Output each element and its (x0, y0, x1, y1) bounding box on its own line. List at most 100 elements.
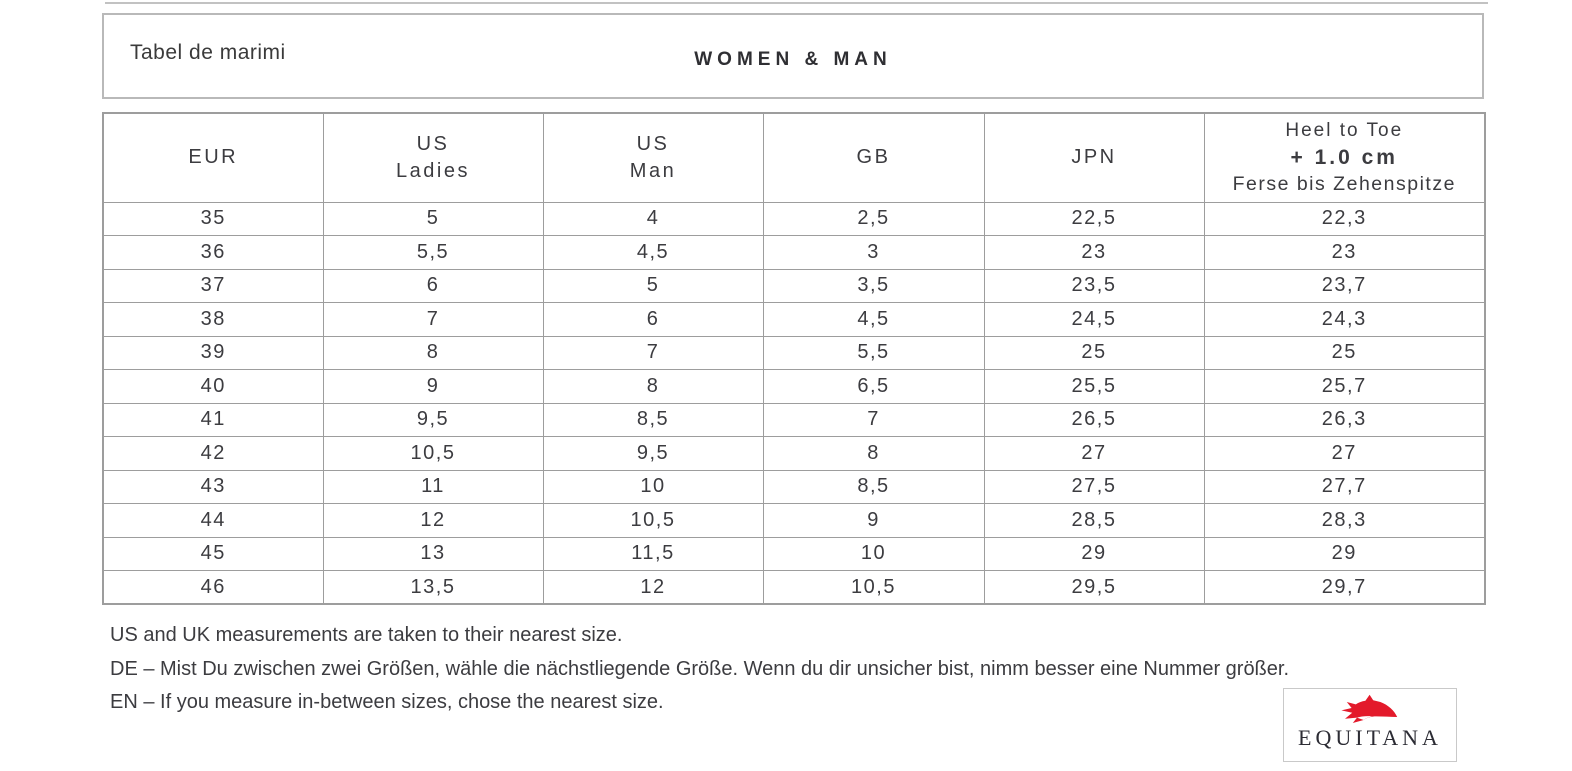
size-cell: 29 (1203, 536, 1486, 571)
column-header-line: Ferse bis Zehenspitze (1232, 173, 1456, 196)
size-cell: 6 (322, 268, 544, 303)
brand-logo: EQUITANA (1283, 688, 1457, 762)
column-header-line: EUR (188, 146, 239, 169)
size-cell: 4,5 (762, 302, 985, 337)
size-cell: 8,5 (542, 402, 764, 437)
horse-head-icon (1341, 694, 1398, 723)
column-header-line: GB (856, 146, 891, 169)
table-row: 41 9,5 8,5 7 26,5 26,3 (102, 402, 1486, 437)
column-header-line: Man (629, 159, 677, 182)
size-cell: 10,5 (762, 570, 985, 605)
size-cell: 9,5 (322, 402, 544, 437)
size-cell: 10 (762, 536, 985, 571)
column-header-gb: GB (762, 112, 985, 203)
table-row: 39 8 7 5,5 25 25 (102, 335, 1486, 370)
size-cell: 46 (102, 570, 324, 605)
size-cell: 12 (542, 570, 764, 605)
size-cell: 38 (102, 302, 324, 337)
size-cell: 27,7 (1203, 469, 1486, 504)
size-cell: 4,5 (542, 235, 764, 270)
size-cell: 24,5 (983, 302, 1205, 337)
footnote: US and UK measurements are taken to thei… (110, 624, 623, 646)
footnote: DE – Mist Du zwischen zwei Größen, wähle… (110, 657, 1290, 680)
column-header-line: Ladies (396, 159, 470, 182)
size-cell: 43 (102, 469, 324, 504)
table-row: 46 13,5 12 10,5 29,5 29,7 (102, 570, 1486, 605)
size-cell: 25,7 (1203, 369, 1486, 404)
page-title: Tabel de marimi (130, 41, 286, 64)
column-header-heel-to-toe: Heel to Toe + 1.0 cm Ferse bis Zehenspitze (1203, 112, 1486, 203)
size-cell: 41 (102, 402, 324, 437)
size-cell: 37 (102, 268, 324, 303)
column-header-us-ladies: US Ladies (322, 112, 544, 203)
column-header-line: Heel to Toe (1285, 120, 1404, 142)
table-row: 38 7 6 4,5 24,5 24,3 (102, 302, 1486, 337)
table-row: 43 11 10 8,5 27,5 27,7 (102, 469, 1486, 504)
size-cell: 26,5 (983, 402, 1205, 437)
column-header-line: US (416, 132, 450, 155)
size-cell: 27,5 (983, 469, 1205, 504)
size-cell: 22,5 (983, 201, 1205, 236)
size-cell: 23 (1203, 235, 1486, 270)
size-cell: 7 (542, 335, 764, 370)
size-cell: 12 (322, 503, 544, 538)
size-cell: 9 (762, 503, 985, 538)
brand-name: EQUITANA (1298, 725, 1442, 750)
size-cell: 25 (983, 335, 1205, 370)
size-cell: 8 (542, 369, 764, 404)
size-cell: 45 (102, 536, 324, 571)
column-header-line: + 1.0 cm (1290, 146, 1398, 170)
table-row: 37 6 5 3,5 23,5 23,7 (102, 268, 1486, 303)
size-cell: 10,5 (542, 503, 764, 538)
size-cell: 25,5 (983, 369, 1205, 404)
size-cell: 10 (542, 469, 764, 504)
size-cell: 29 (983, 536, 1205, 571)
header-bar: Tabel de marimi WOMEN & MAN (102, 13, 1484, 99)
size-cell: 5,5 (322, 235, 544, 270)
size-cell: 25 (1203, 335, 1486, 370)
table-row: 35 5 4 2,5 22,5 22,3 (102, 201, 1486, 236)
audience-label: WOMEN & MAN (694, 49, 892, 70)
size-cell: 8 (322, 335, 544, 370)
size-cell: 26,3 (1203, 402, 1486, 437)
table-row: 44 12 10,5 9 28,5 28,3 (102, 503, 1486, 538)
size-cell: 13,5 (322, 570, 544, 605)
size-cell: 8,5 (762, 469, 985, 504)
size-cell: 6 (542, 302, 764, 337)
column-header-us-man: US Man (542, 112, 764, 203)
table-header-row: EUR US Ladies US Man GB JPN Heel to Toe + 1.0 cm… (102, 112, 1486, 203)
size-cell: 36 (102, 235, 324, 270)
size-cell: 7 (322, 302, 544, 337)
size-cell: 42 (102, 436, 324, 471)
size-cell: 28,5 (983, 503, 1205, 538)
size-cell: 27 (1203, 436, 1486, 471)
size-cell: 5 (542, 268, 764, 303)
size-cell: 3 (762, 235, 985, 270)
footnotes: US and UK measurements are taken to thei… (110, 619, 1460, 720)
column-header-line: JPN (1071, 146, 1117, 169)
size-cell: 9 (322, 369, 544, 404)
size-cell: 10,5 (322, 436, 544, 471)
column-header-eur: EUR (102, 112, 324, 203)
size-cell: 6,5 (762, 369, 985, 404)
size-cell: 9,5 (542, 436, 764, 471)
size-cell: 39 (102, 335, 324, 370)
size-cell: 40 (102, 369, 324, 404)
size-cell: 2,5 (762, 201, 985, 236)
size-cell: 35 (102, 201, 324, 236)
size-conversion-table: EUR US Ladies US Man GB JPN Heel to Toe + 1.0 cm… (102, 112, 1486, 605)
size-cell: 5,5 (762, 335, 985, 370)
size-cell: 11 (322, 469, 544, 504)
size-cell: 5 (322, 201, 544, 236)
table-row: 40 9 8 6,5 25,5 25,7 (102, 369, 1486, 404)
size-cell: 11,5 (542, 536, 764, 571)
size-cell: 4 (542, 201, 764, 236)
size-cell: 27 (983, 436, 1205, 471)
size-cell: 7 (762, 402, 985, 437)
size-cell: 23,5 (983, 268, 1205, 303)
size-cell: 44 (102, 503, 324, 538)
size-cell: 23,7 (1203, 268, 1486, 303)
size-cell: 13 (322, 536, 544, 571)
size-cell: 3,5 (762, 268, 985, 303)
